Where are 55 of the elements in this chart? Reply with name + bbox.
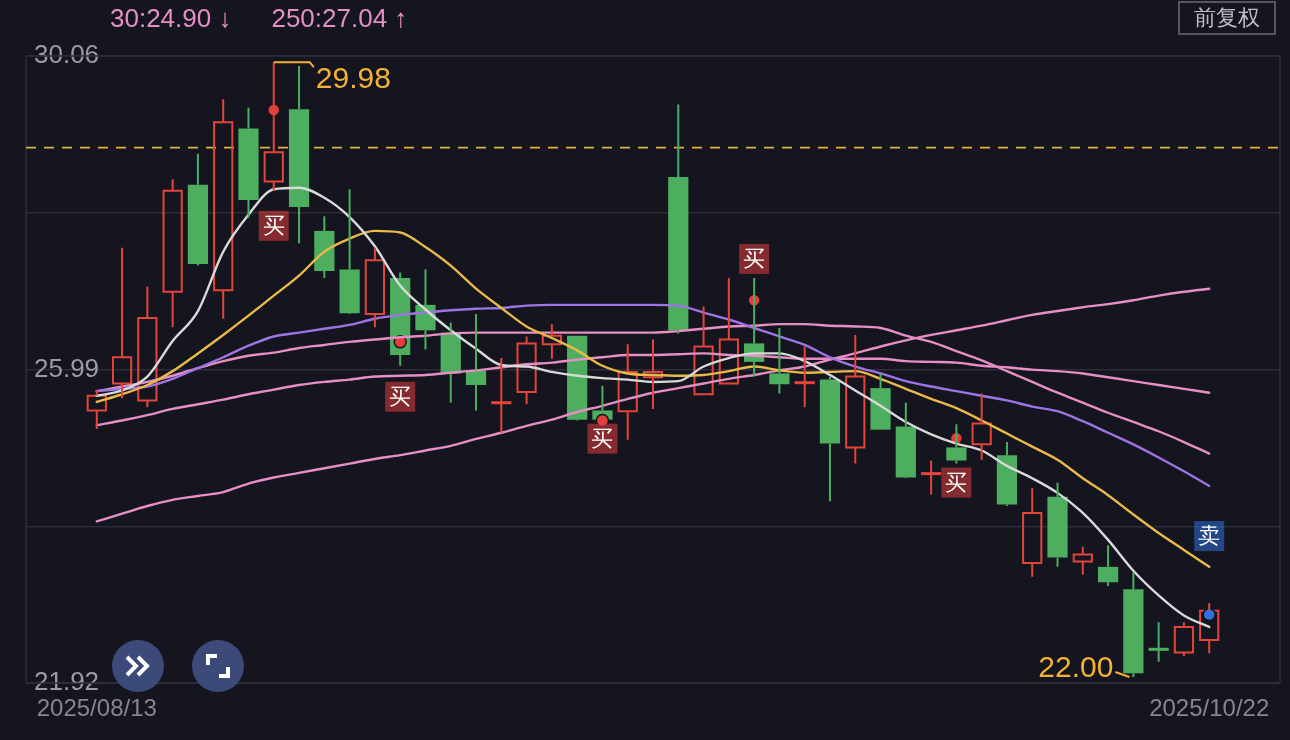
candlestick — [693, 305, 714, 396]
candlestick — [845, 333, 866, 465]
candlestick — [1123, 571, 1144, 679]
y-tick-label: 30.06 — [34, 39, 100, 70]
x-tick-label: 2025/08/13 — [36, 694, 157, 722]
candlestick — [1097, 544, 1119, 588]
candlestick — [617, 343, 638, 441]
y-tick-label: 21.92 — [34, 666, 100, 697]
candlestick — [971, 392, 992, 461]
candlestick — [86, 388, 107, 430]
candlestick — [187, 152, 209, 267]
y-tick-label: 25.99 — [34, 352, 100, 383]
candlestick — [996, 441, 1018, 507]
text: 250:27.04 ↑ — [271, 3, 408, 33]
candlestick — [895, 401, 916, 478]
candlestick — [288, 65, 310, 245]
point — [1202, 607, 1216, 622]
candlestick — [162, 178, 183, 329]
candlestick — [465, 313, 487, 412]
candlestick — [238, 106, 259, 219]
candlestick — [1022, 487, 1043, 578]
candlestick — [718, 276, 739, 385]
annotation: 买 — [591, 425, 614, 451]
candlestick — [1072, 545, 1093, 576]
annotation: 卖 — [1198, 523, 1221, 549]
x-tick-label: 2025/10/22 — [1149, 694, 1270, 722]
annotation: 29.98 — [315, 61, 391, 95]
candlestick — [364, 246, 386, 329]
annotation: 买 — [743, 245, 766, 271]
candlestick — [111, 246, 133, 400]
candlestick — [769, 326, 790, 395]
button: 前复权 — [1178, 1, 1276, 35]
point — [595, 413, 610, 428]
candlestick — [819, 375, 841, 503]
annotation: 买 — [262, 212, 285, 238]
candlestick — [1047, 481, 1068, 568]
candlestick — [668, 103, 689, 335]
candlestick — [314, 215, 335, 279]
candlestick — [137, 285, 158, 409]
candlestick — [516, 335, 537, 406]
candlestick — [339, 188, 360, 314]
annotation: 买 — [945, 469, 968, 495]
candlestick — [491, 357, 512, 434]
annotation: 22.00 — [1038, 650, 1114, 684]
candlestick — [1199, 602, 1220, 655]
annotation: 买 — [389, 383, 412, 409]
candlestick — [920, 459, 943, 496]
candlestick — [213, 98, 234, 320]
candlestick — [1173, 621, 1195, 658]
candlestick — [642, 338, 664, 410]
candlestick — [870, 372, 891, 430]
candlestick — [541, 323, 562, 360]
candlestick — [1148, 621, 1169, 663]
candlestick — [794, 345, 815, 409]
text: 30:24.90 ↓ — [110, 3, 232, 33]
